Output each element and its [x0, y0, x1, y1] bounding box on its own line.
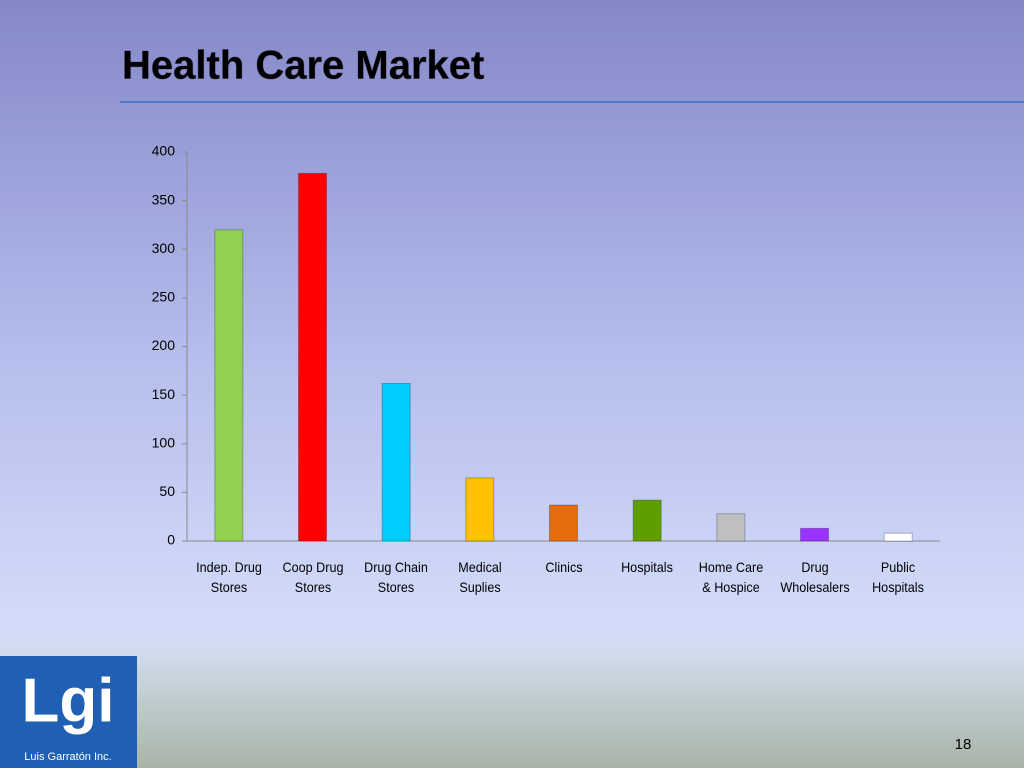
- bar: [716, 513, 746, 542]
- bar: [465, 477, 495, 542]
- bar: [298, 172, 327, 542]
- y-tick-label: 50: [159, 483, 175, 499]
- x-tick-label: Public Hospitals: [872, 559, 925, 595]
- x-tick-label: Indep. Drug Stores: [195, 559, 262, 595]
- logo-mark: Lgi: [22, 666, 115, 735]
- bar: [800, 527, 829, 542]
- y-tick-label: 400: [152, 143, 176, 159]
- bar: [632, 499, 662, 542]
- x-tick-label: Drug Chain Stores: [364, 559, 429, 595]
- bar: [549, 504, 578, 542]
- bar: [883, 532, 913, 542]
- y-tick-label: 150: [152, 386, 176, 402]
- y-tick-label: 100: [152, 434, 176, 450]
- x-tick-label: Medical Suplies: [458, 559, 502, 595]
- x-tick-label: Coop Drug Stores: [282, 559, 343, 595]
- logo: Lgi Luis Garratón Inc.: [0, 656, 137, 768]
- page-number: 18: [955, 736, 972, 753]
- bar: [381, 382, 411, 542]
- logo-box: [0, 656, 137, 768]
- x-tick-label: Hospitals: [621, 559, 674, 575]
- chart-title: Health Care Market: [122, 44, 484, 88]
- y-tick-label: 200: [152, 337, 176, 353]
- y-tick-label: 0: [167, 532, 175, 548]
- y-tick-label: 350: [152, 191, 176, 207]
- x-tick-label: Home Care & Hospice: [698, 559, 764, 595]
- bar: [214, 229, 244, 542]
- x-tick-label: Drug Wholesalers: [779, 559, 850, 595]
- y-tick-label: 250: [152, 289, 176, 305]
- logo-name: Luis Garratón Inc.: [24, 751, 111, 763]
- y-tick-label: 300: [152, 240, 176, 256]
- x-tick-label: Clinics: [544, 559, 583, 575]
